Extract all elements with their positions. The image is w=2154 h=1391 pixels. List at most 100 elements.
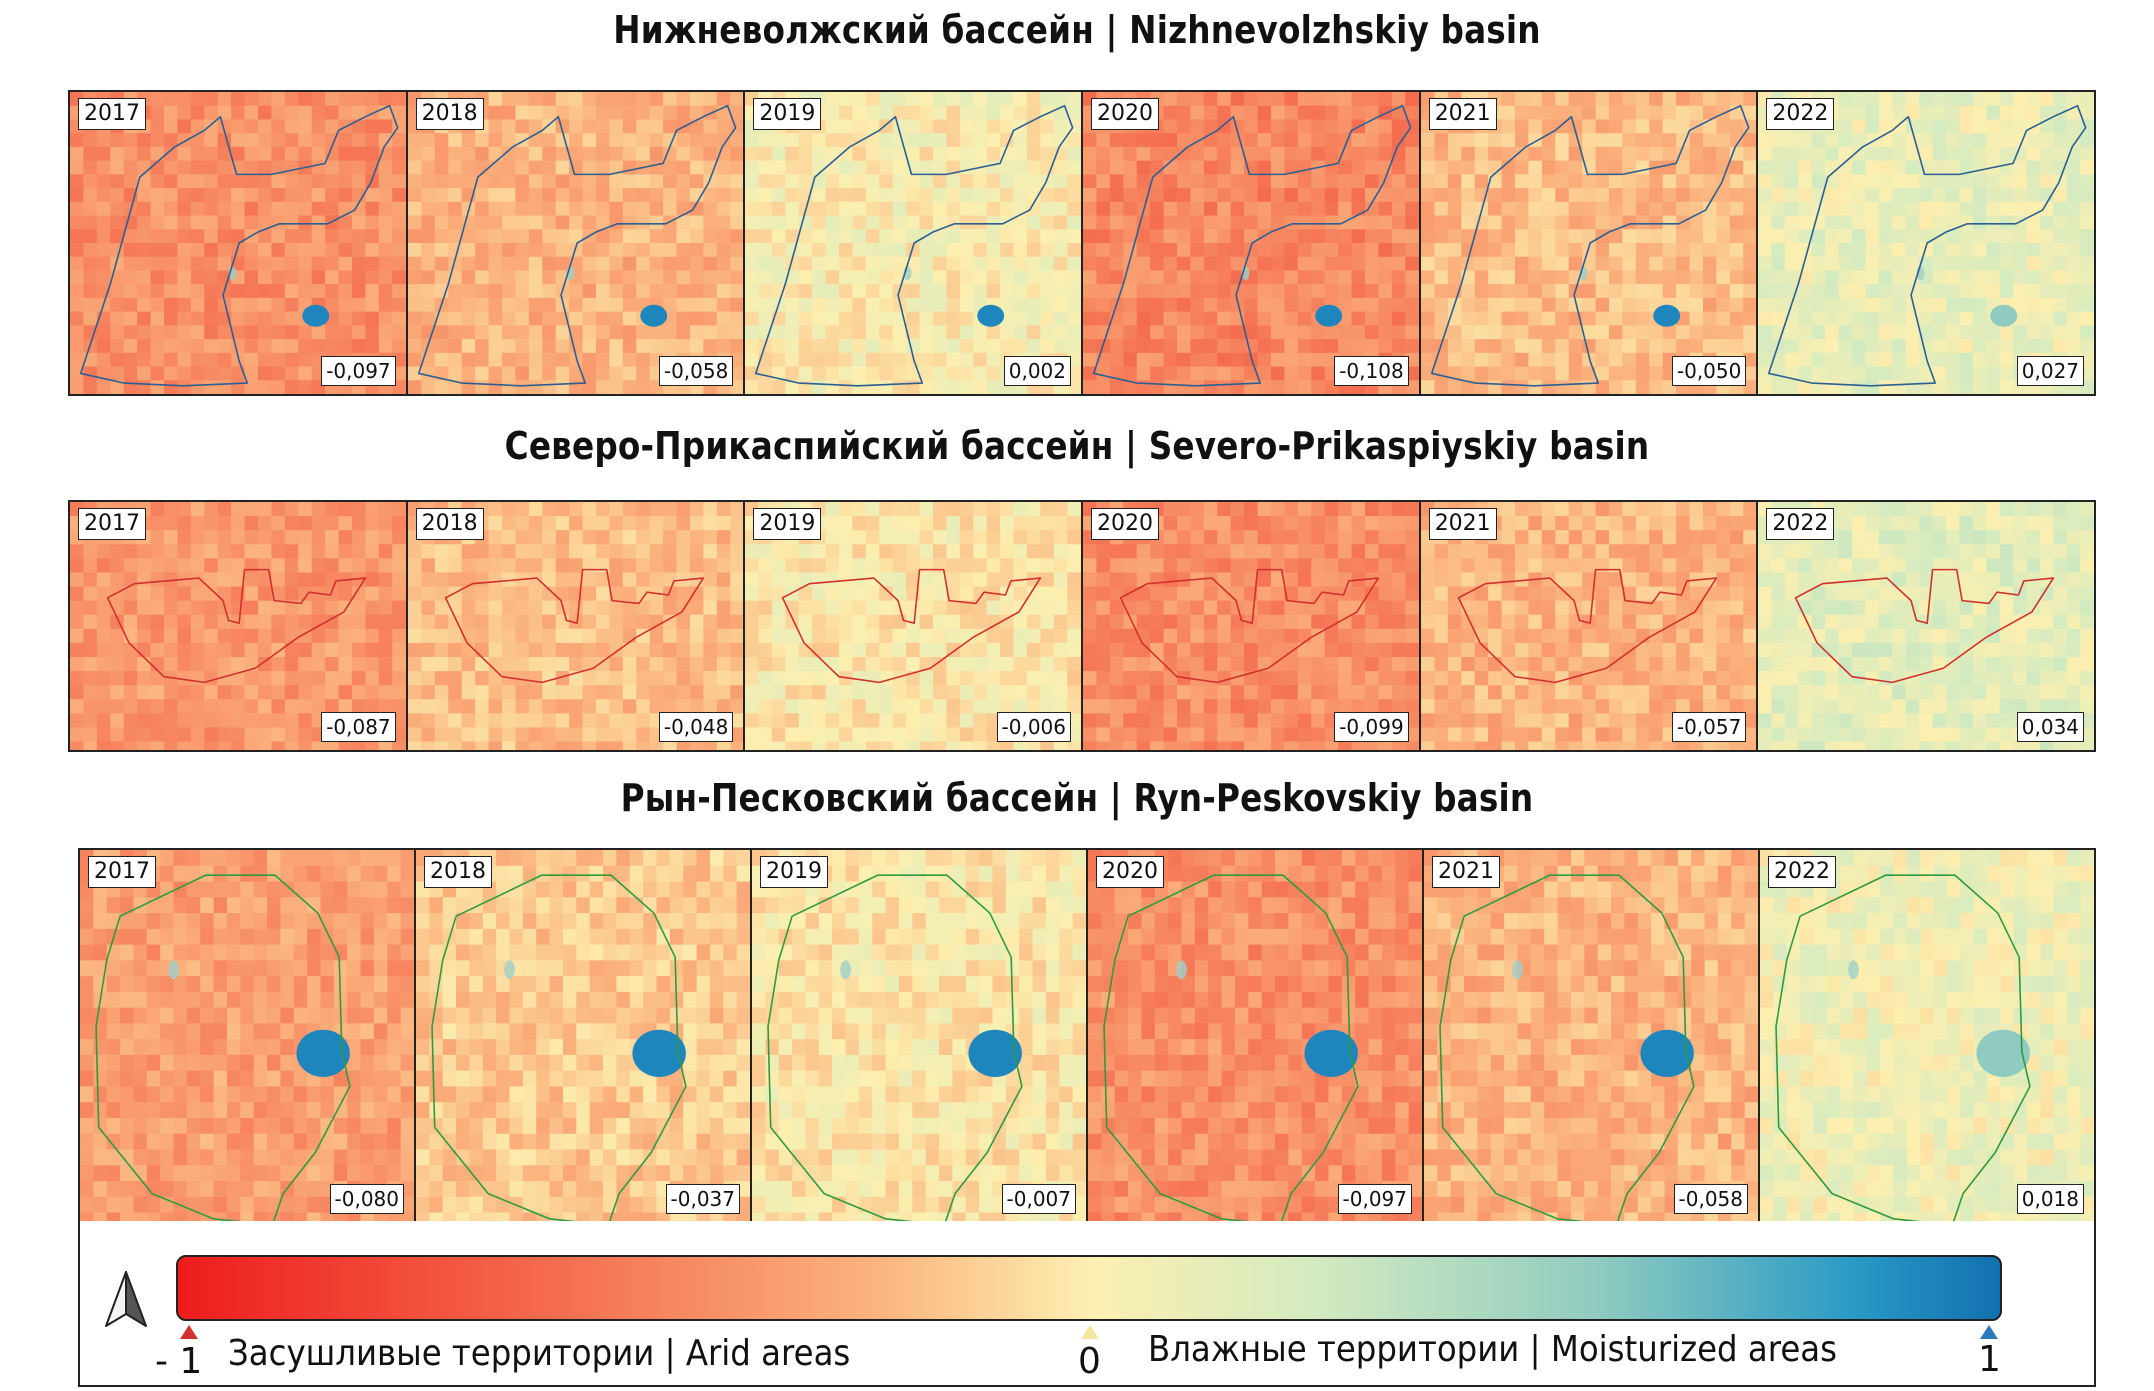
basin-boundary — [1776, 875, 2030, 1222]
map-row-nizhnevolzhskiy: 2017 -0,097 2018 -0,058 2019 0,002 2020 -0,1… — [68, 90, 2096, 396]
legend-moist-label: Влажные территории | Moisturized areas — [1148, 1329, 1838, 1370]
index-value: -0,108 — [1334, 356, 1409, 386]
map-panel: 2020 -0,099 — [1083, 502, 1421, 750]
basin-boundary — [756, 106, 1073, 386]
year-label: 2022 — [1768, 856, 1836, 888]
basin-boundary — [81, 106, 398, 386]
color-scale-bar — [176, 1255, 2002, 1321]
map-panel: 2022 0,034 — [1758, 502, 2095, 750]
mid-marker-icon — [1081, 1325, 1099, 1339]
lake-shape — [632, 1029, 686, 1077]
index-value: -0,080 — [329, 1184, 404, 1214]
basin-boundary — [1121, 570, 1379, 683]
map-panel: 2017 -0,080 — [80, 850, 416, 1222]
basin-boundary — [432, 875, 686, 1222]
lake-shape — [1652, 304, 1680, 327]
lake-shape — [1315, 304, 1343, 327]
map-raster — [1083, 92, 1419, 394]
map-raster — [416, 850, 750, 1222]
basin-boundary — [1796, 570, 2054, 683]
year-label: 2020 — [1096, 856, 1164, 888]
section-title-nizhnevolzhskiy: Нижневолжский бассейн | Nizhnevolzhskiy … — [613, 8, 1541, 52]
basin-boundary — [1769, 106, 2086, 386]
map-panel: 2019 0,002 — [745, 92, 1084, 394]
year-label: 2021 — [1428, 98, 1497, 130]
map-panel: 2020 -0,108 — [1083, 92, 1421, 394]
basin-boundary — [96, 875, 350, 1222]
map-raster — [1758, 92, 2095, 394]
map-raster — [1420, 502, 1757, 750]
map-raster — [407, 92, 744, 394]
map-raster — [1758, 502, 2095, 750]
index-value: -0,006 — [996, 712, 1072, 742]
legend-arid-label: Засушливые территории | Arid areas — [228, 1333, 851, 1374]
map-raster — [1424, 850, 1758, 1222]
lake-shape — [1640, 1029, 1694, 1077]
year-label: 2019 — [753, 98, 822, 130]
index-value: -0,037 — [665, 1184, 740, 1214]
map-panel: 2017 -0,097 — [70, 92, 408, 394]
map-raster — [1088, 850, 1422, 1222]
index-value: 0,002 — [1003, 356, 1072, 386]
index-value: -0,058 — [658, 356, 734, 386]
index-value: -0,087 — [321, 712, 396, 742]
index-value: 0,027 — [2016, 356, 2085, 386]
index-value: -0,097 — [1337, 1184, 1412, 1214]
year-label: 2022 — [1766, 508, 1835, 540]
lake-shape — [1304, 1029, 1358, 1077]
map-panel: 2019 -0,006 — [745, 502, 1084, 750]
map-panel: 2019 -0,007 — [752, 850, 1088, 1222]
map-row-ryn-peskovskiy: 2017 -0,080 2018 -0,037 2019 -0,007 2020 -0,… — [78, 848, 2096, 1224]
max-marker-icon — [1980, 1325, 1998, 1339]
index-value: -0,057 — [1671, 712, 1747, 742]
index-value: -0,048 — [658, 712, 734, 742]
map-raster — [1760, 850, 2094, 1222]
year-label: 2021 — [1428, 508, 1497, 540]
basin-boundary — [768, 875, 1022, 1222]
map-panel: 2022 0,027 — [1758, 92, 2095, 394]
index-value: -0,050 — [1671, 356, 1747, 386]
legend-mid-label: 0 — [1078, 1341, 1101, 1382]
index-value: 0,018 — [2016, 1184, 2084, 1214]
basin-boundary — [1094, 106, 1411, 386]
section-title-ryn-peskovskiy: Рын-Песковский бассейн | Ryn-Peskovskiy … — [620, 776, 1534, 820]
map-row-severo-prikaspiyskiy: 2017 -0,087 2018 -0,048 2019 -0,006 2020 -0,… — [68, 500, 2096, 752]
basin-boundary — [108, 570, 366, 683]
map-panel: 2018 -0,048 — [407, 502, 746, 750]
basin-boundary — [1458, 570, 1716, 683]
year-label: 2018 — [424, 856, 492, 888]
map-panel: 2018 -0,037 — [416, 850, 752, 1222]
lake-shape — [968, 1029, 1022, 1077]
year-label: 2017 — [78, 98, 146, 130]
year-label: 2019 — [760, 856, 828, 888]
map-raster — [752, 850, 1086, 1222]
year-label: 2019 — [753, 508, 822, 540]
lake-shape — [977, 304, 1005, 327]
map-panel: 2021 -0,050 — [1420, 92, 1759, 394]
map-raster — [80, 850, 414, 1222]
map-panel: 2021 -0,058 — [1424, 850, 1760, 1222]
legend-max-label: 1 — [1978, 1339, 2001, 1380]
map-panel: 2017 -0,087 — [70, 502, 408, 750]
basin-boundary — [445, 570, 703, 683]
lake-shape — [296, 1029, 350, 1077]
map-panel: 2021 -0,057 — [1420, 502, 1759, 750]
map-raster — [1420, 92, 1757, 394]
basin-boundary — [1440, 875, 1694, 1222]
year-label: 2017 — [78, 508, 146, 540]
lake-shape — [1976, 1029, 2030, 1077]
map-raster — [407, 502, 744, 750]
basin-boundary — [1104, 875, 1358, 1222]
year-label: 2021 — [1432, 856, 1500, 888]
map-panel: 2022 0,018 — [1760, 850, 2094, 1222]
index-value: -0,099 — [1334, 712, 1409, 742]
year-label: 2022 — [1766, 98, 1835, 130]
basin-boundary — [1431, 106, 1748, 386]
lake-shape — [639, 304, 667, 327]
lake-shape — [302, 304, 330, 327]
year-label: 2020 — [1091, 98, 1160, 130]
year-label: 2017 — [88, 856, 156, 888]
map-raster — [70, 92, 406, 394]
index-value: -0,058 — [1673, 1184, 1748, 1214]
basin-boundary — [783, 570, 1041, 683]
